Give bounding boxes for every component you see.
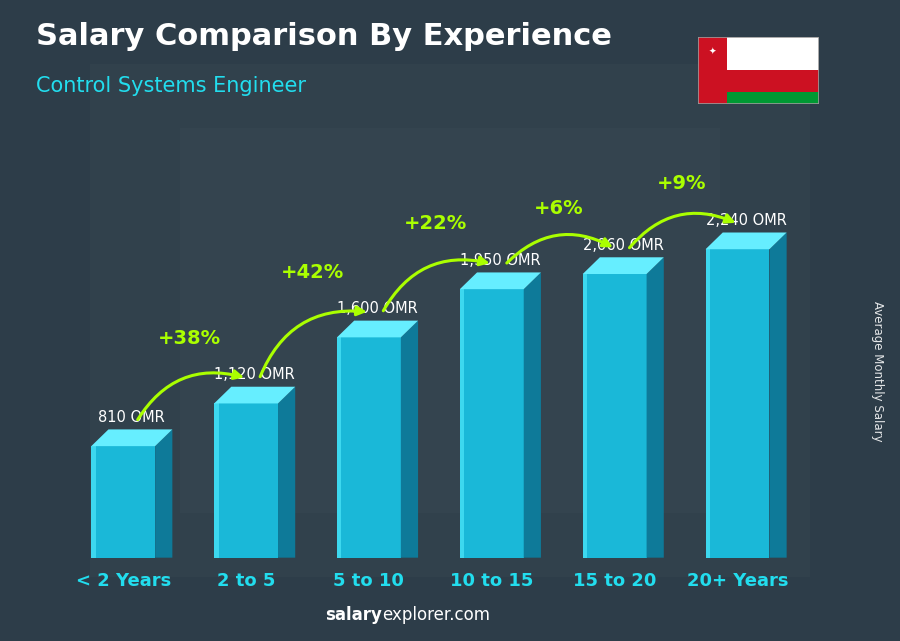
Bar (460, 289, 524, 558)
Text: +38%: +38% (158, 329, 221, 347)
Text: 1,120 OMR: 1,120 OMR (214, 367, 295, 382)
Bar (337, 337, 400, 558)
Polygon shape (278, 387, 295, 558)
Bar (706, 249, 770, 558)
Bar (180, 128, 720, 513)
Bar (90, 64, 810, 577)
Bar (91, 446, 95, 558)
Bar (726, 71, 819, 92)
Text: +9%: +9% (656, 174, 706, 194)
Polygon shape (706, 233, 787, 249)
Bar (214, 403, 278, 558)
Text: +42%: +42% (281, 263, 345, 281)
Polygon shape (460, 272, 541, 289)
Polygon shape (524, 272, 541, 558)
Bar (698, 37, 726, 104)
Text: Salary Comparison By Experience: Salary Comparison By Experience (36, 22, 612, 51)
Text: salary: salary (326, 606, 382, 624)
Bar (726, 37, 819, 70)
Text: Average Monthly Salary: Average Monthly Salary (871, 301, 884, 442)
Bar (582, 274, 587, 558)
Polygon shape (646, 257, 664, 558)
Text: +22%: +22% (404, 214, 467, 233)
Text: ✦: ✦ (708, 47, 716, 56)
Text: 810 OMR: 810 OMR (98, 410, 166, 425)
Polygon shape (214, 387, 295, 403)
Polygon shape (582, 257, 664, 274)
Text: 2,240 OMR: 2,240 OMR (706, 213, 787, 228)
Text: 2,060 OMR: 2,060 OMR (583, 238, 663, 253)
Text: explorer.com: explorer.com (382, 606, 491, 624)
Polygon shape (155, 429, 173, 558)
Bar (337, 337, 341, 558)
Polygon shape (337, 320, 419, 337)
Bar (91, 446, 155, 558)
Bar (726, 92, 819, 104)
Bar (582, 274, 646, 558)
Text: 1,950 OMR: 1,950 OMR (460, 253, 541, 268)
Bar (214, 403, 219, 558)
Polygon shape (400, 320, 418, 558)
Text: 1,600 OMR: 1,600 OMR (338, 301, 418, 316)
Polygon shape (91, 429, 173, 446)
Text: +6%: +6% (534, 199, 583, 218)
Bar (460, 289, 464, 558)
Polygon shape (770, 233, 787, 558)
Bar (706, 249, 710, 558)
Text: Control Systems Engineer: Control Systems Engineer (36, 76, 306, 96)
